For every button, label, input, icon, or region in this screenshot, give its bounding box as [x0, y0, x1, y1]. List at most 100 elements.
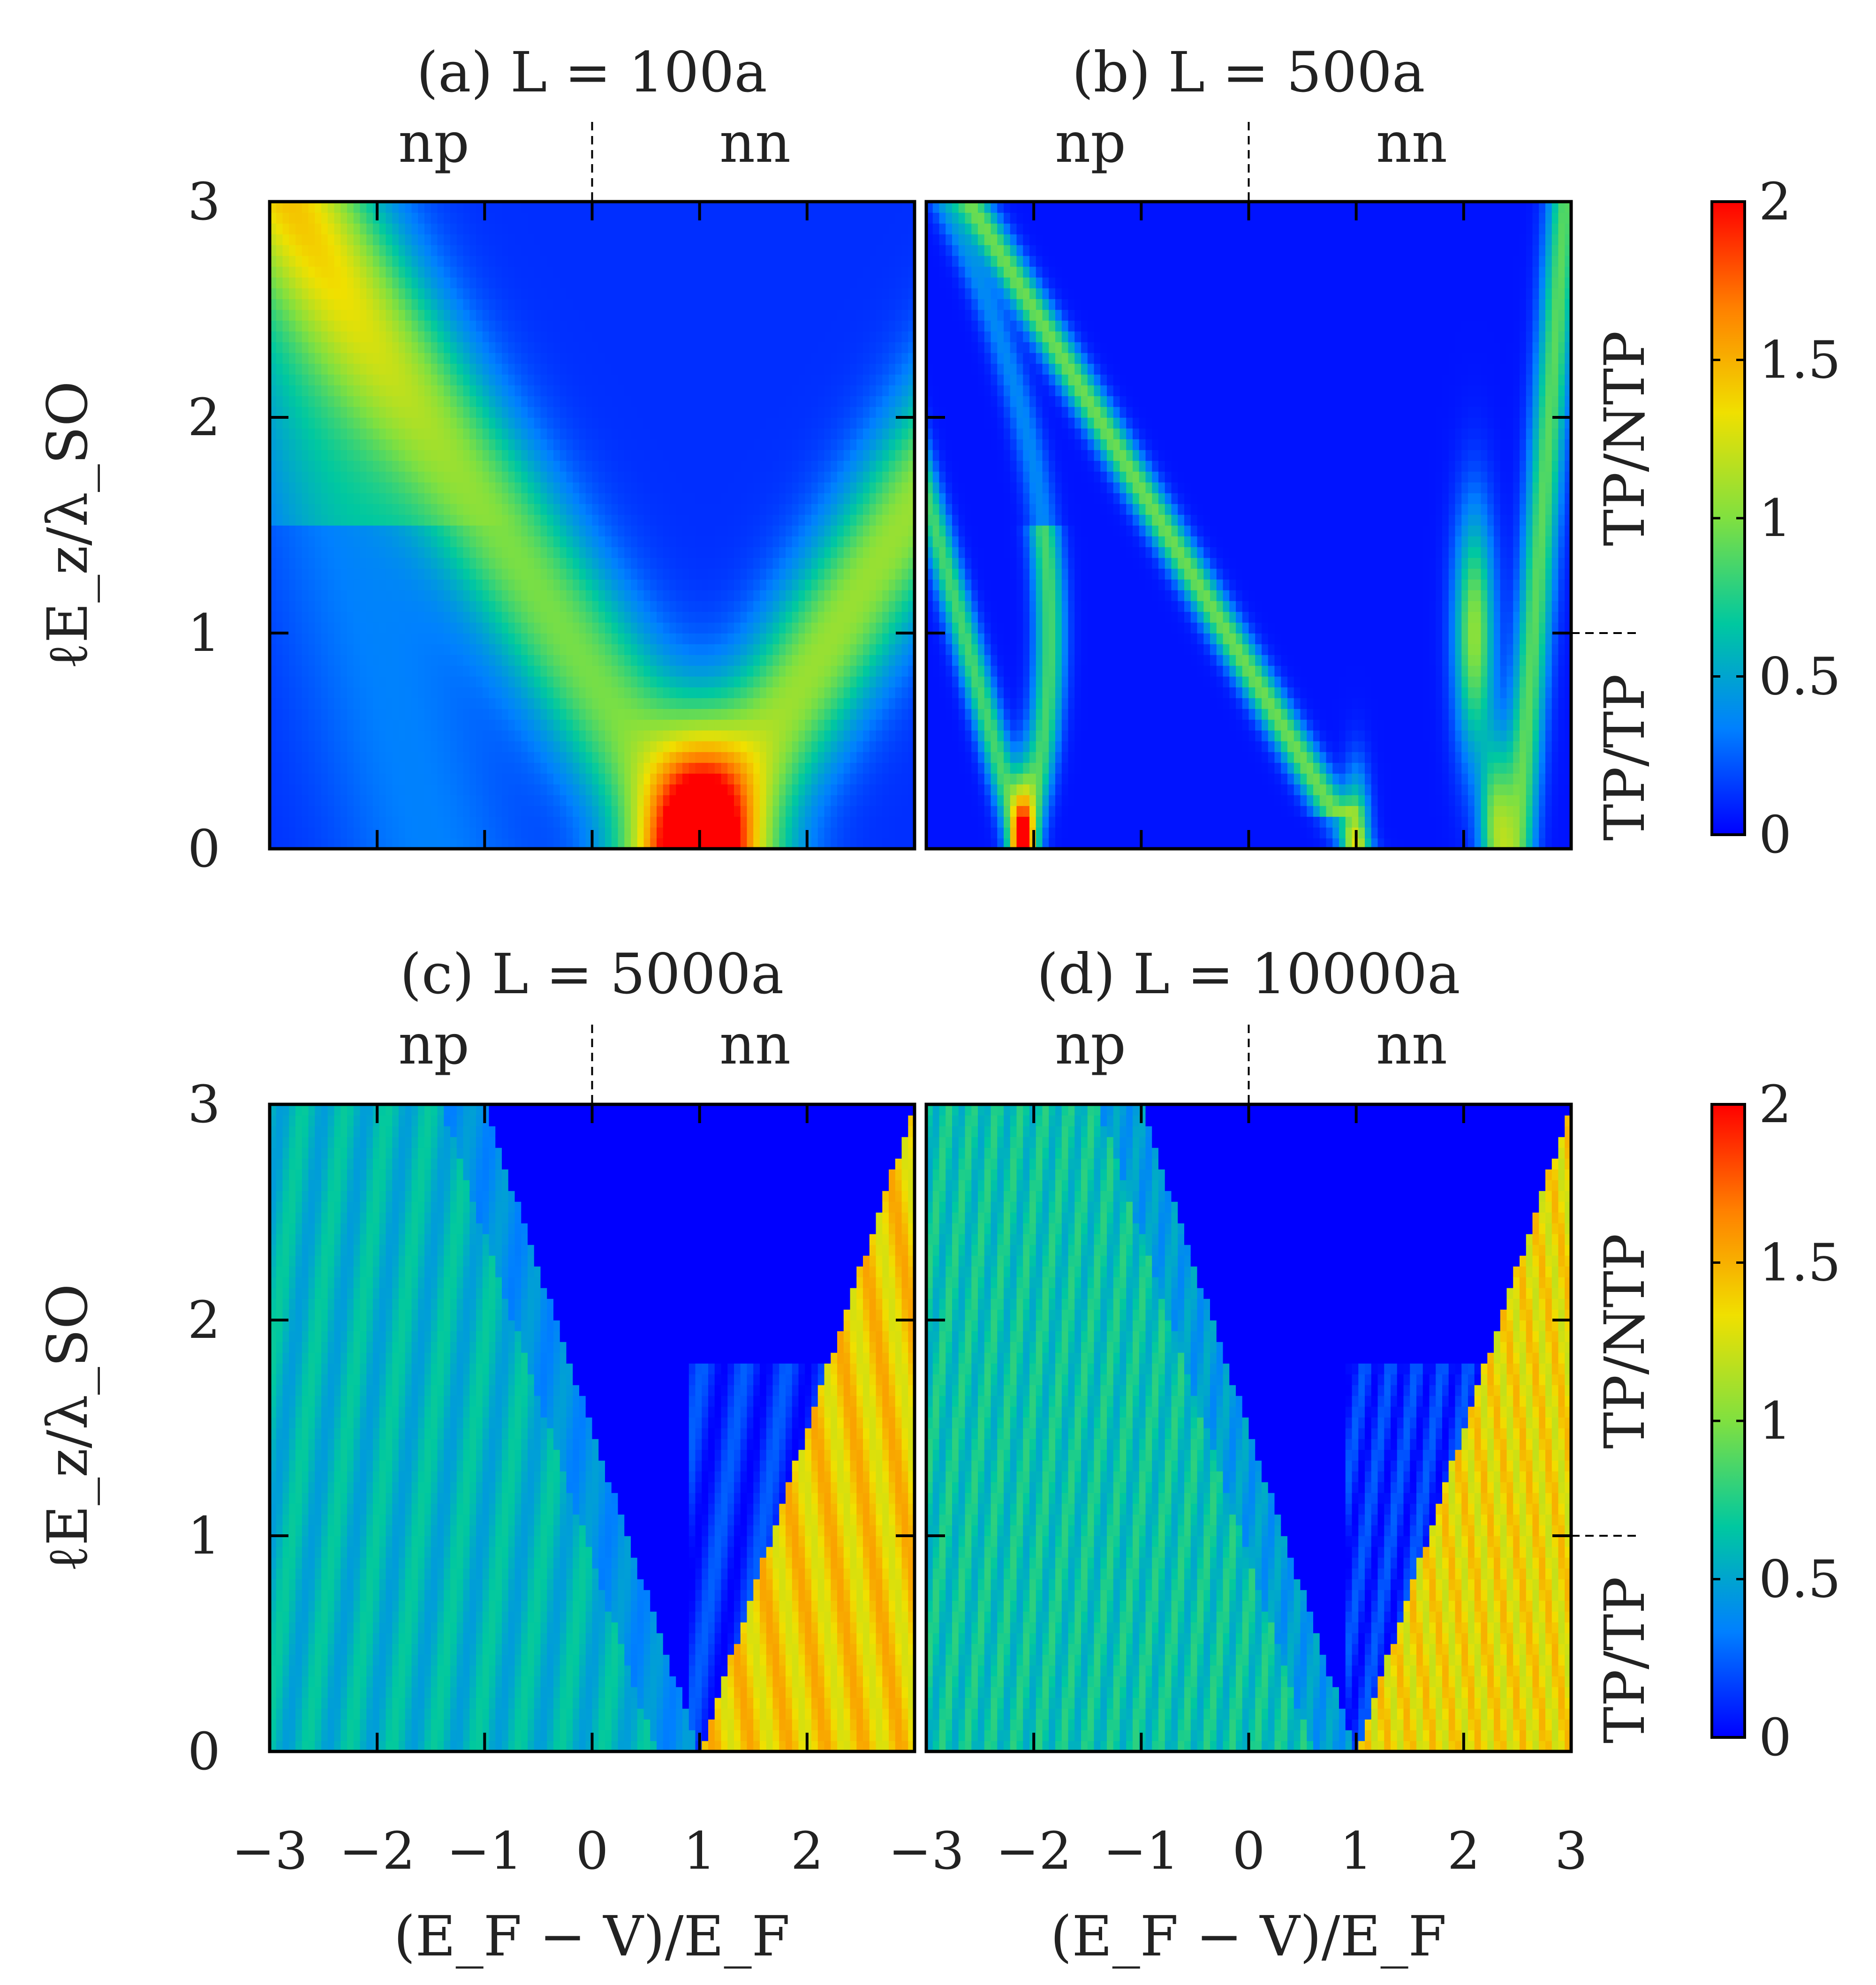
- heatmap-cell: [360, 223, 367, 234]
- heatmap-cell: [302, 417, 309, 429]
- heatmap-cell: [327, 784, 335, 795]
- heatmap-cell: [779, 428, 786, 439]
- heatmap-cell: [411, 730, 419, 741]
- heatmap-cell: [521, 320, 528, 332]
- heatmap-cell: [566, 514, 574, 526]
- heatmap-cell: [521, 396, 528, 407]
- heatmap-cell: [663, 234, 670, 245]
- heatmap-cell: [392, 407, 399, 418]
- heatmap-cell: [495, 579, 502, 590]
- heatmap-cell: [727, 579, 734, 590]
- heatmap-cell: [611, 396, 619, 407]
- heatmap-cell: [276, 428, 283, 439]
- heatmap-cell: [772, 709, 780, 720]
- heatmap-cell: [353, 396, 361, 407]
- heatmap-cell: [585, 245, 593, 256]
- heatmap-cell: [289, 223, 296, 234]
- heatmap-cell: [734, 407, 741, 418]
- heatmap-cell: [392, 730, 399, 741]
- heatmap-cell: [560, 806, 567, 817]
- heatmap-cell: [424, 741, 431, 752]
- heatmap-cell: [347, 709, 354, 720]
- heatmap-cell: [753, 730, 760, 741]
- heatmap-cell: [688, 266, 696, 278]
- heatmap-cell: [528, 601, 535, 612]
- heatmap-cell: [772, 514, 780, 526]
- heatmap-cell: [618, 471, 625, 483]
- heatmap-cell: [585, 493, 593, 504]
- heatmap-cell: [405, 234, 412, 245]
- heatmap-cell: [657, 655, 664, 666]
- heatmap-cell: [605, 709, 612, 720]
- heatmap-cell: [560, 385, 567, 396]
- heatmap-cell: [798, 579, 806, 590]
- heatmap-cell: [495, 687, 502, 698]
- heatmap-cell: [540, 363, 548, 375]
- heatmap-cell: [431, 234, 438, 245]
- heatmap-cell: [463, 374, 470, 385]
- heatmap-cell: [437, 331, 445, 342]
- heatmap-cell: [321, 806, 328, 817]
- heatmap-cell: [611, 428, 619, 439]
- heatmap-cell: [631, 482, 638, 493]
- heatmap-cell: [753, 471, 760, 483]
- heatmap-cell: [321, 676, 328, 687]
- heatmap-cell: [734, 212, 741, 224]
- heatmap-cell: [405, 633, 412, 644]
- heatmap-cell: [327, 730, 335, 741]
- heatmap-cell: [631, 741, 638, 752]
- heatmap-cell: [373, 309, 380, 321]
- heatmap-cell: [798, 633, 806, 644]
- heatmap-cell: [347, 827, 354, 838]
- heatmap-cell: [482, 655, 490, 666]
- heatmap-cell: [598, 374, 605, 385]
- heatmap-cell: [270, 299, 277, 310]
- heatmap-cell: [476, 655, 483, 666]
- heatmap-cell: [521, 644, 528, 655]
- heatmap-cell: [560, 773, 567, 785]
- heatmap-cell: [508, 299, 515, 310]
- heatmap-cell: [657, 827, 664, 838]
- heatmap-cell: [340, 655, 348, 666]
- heatmap-cell: [495, 309, 502, 321]
- heatmap-cell: [463, 698, 470, 709]
- heatmap-cell: [624, 471, 631, 483]
- heatmap-cell: [585, 633, 593, 644]
- heatmap-cell: [469, 385, 477, 396]
- heatmap-cell: [676, 396, 683, 407]
- heatmap-cell: [411, 806, 419, 817]
- heatmap-cell: [695, 277, 703, 288]
- heatmap-cell: [631, 439, 638, 450]
- heatmap-cell: [573, 212, 580, 224]
- heatmap-cell: [637, 396, 644, 407]
- heatmap-cell: [270, 234, 277, 245]
- heatmap-cell: [663, 644, 670, 655]
- heatmap-cell: [411, 558, 419, 569]
- heatmap-cell: [637, 223, 644, 234]
- heatmap-cell: [282, 471, 290, 483]
- heatmap-cell: [669, 633, 677, 644]
- heatmap-cell: [431, 288, 438, 299]
- heatmap-cell: [618, 806, 625, 817]
- heatmap-cell: [489, 827, 496, 838]
- heatmap-cell: [308, 676, 316, 687]
- heatmap-cell: [392, 838, 399, 849]
- heatmap-cell: [276, 687, 283, 698]
- heatmap-cell: [573, 784, 580, 795]
- heatmap-cell: [456, 256, 464, 267]
- heatmap-cell: [618, 417, 625, 429]
- heatmap-cell: [579, 363, 586, 375]
- heatmap-cell: [540, 417, 548, 429]
- heatmap-cell: [669, 838, 677, 849]
- heatmap-cell: [734, 234, 741, 245]
- heatmap-cell: [295, 493, 303, 504]
- heatmap-cell: [643, 288, 651, 299]
- heatmap-cell: [366, 202, 373, 213]
- heatmap-cell: [502, 331, 509, 342]
- heatmap-cell: [592, 795, 599, 806]
- heatmap-cell: [534, 266, 541, 278]
- heatmap-cell: [295, 730, 303, 741]
- heatmap-cell: [772, 525, 780, 536]
- heatmap-cell: [424, 547, 431, 558]
- heatmap-cell: [708, 428, 715, 439]
